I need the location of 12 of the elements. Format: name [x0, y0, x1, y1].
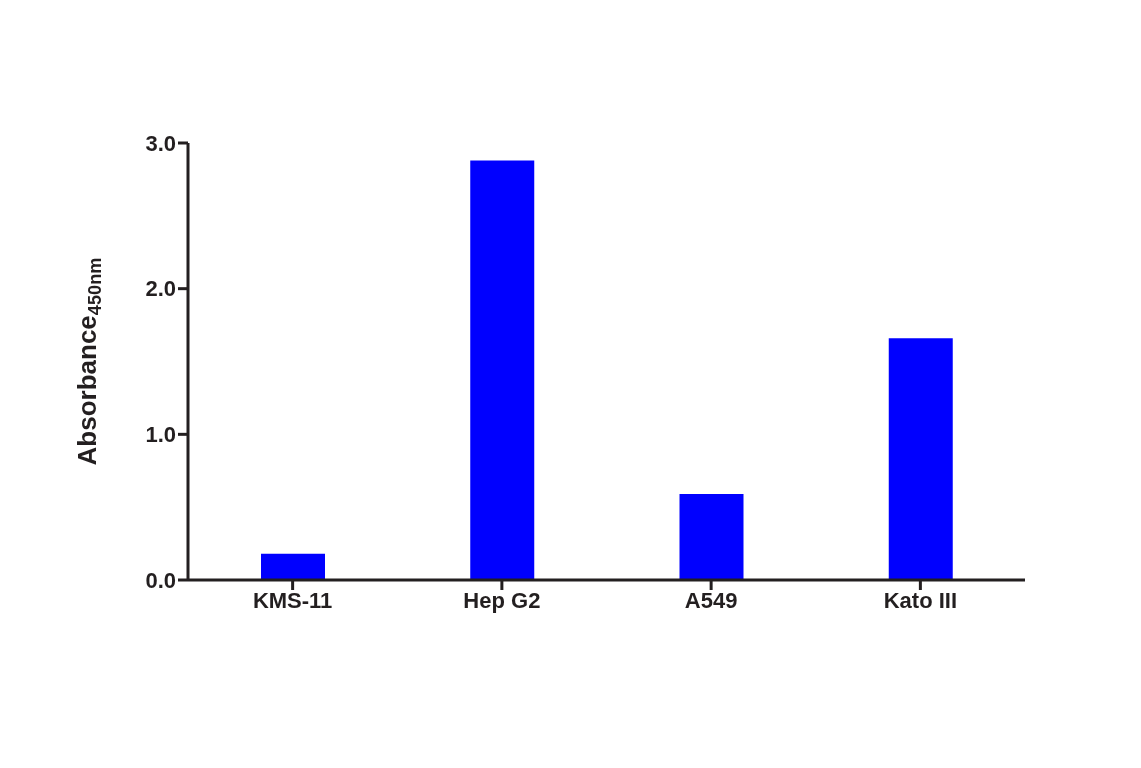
x-tick-label: Hep G2: [463, 587, 541, 613]
bar: [261, 553, 325, 580]
bar: [888, 338, 953, 580]
bar: [470, 160, 535, 580]
y-tick-label: 0.0: [145, 567, 176, 593]
y-tick-label: 3.0: [145, 130, 176, 156]
y-tick-label: 1.0: [145, 422, 176, 448]
y-tick-label: 2.0: [145, 276, 176, 302]
bar: [679, 494, 744, 580]
x-tick-label: A549: [684, 587, 738, 613]
x-tick-label: KMS-11: [252, 587, 333, 613]
x-tick-label: Kato III: [883, 587, 958, 613]
